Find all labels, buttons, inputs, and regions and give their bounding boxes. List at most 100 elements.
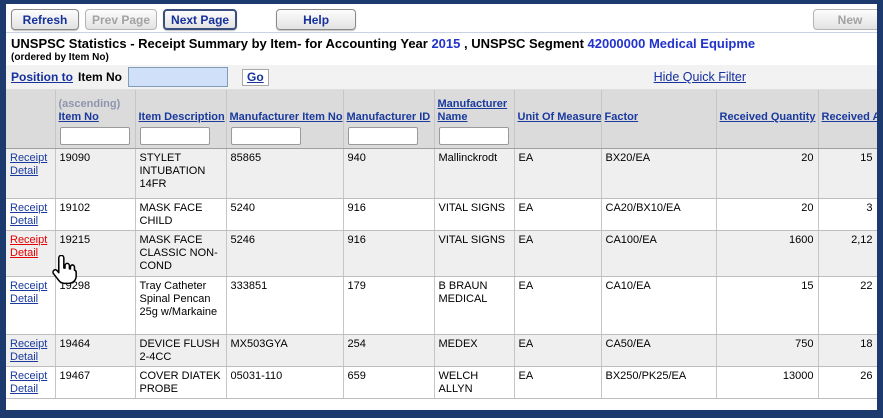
cell-uom: EA [514,334,602,367]
title-accounting-year: 2015 [431,36,461,51]
cell-mfr_id: 916 [343,198,435,231]
cell-mfr_item_no: 05031-110 [226,366,344,399]
cell-received_qty: 20 [716,148,819,199]
cell-uom: EA [514,276,602,335]
receipt-detail-link[interactable]: Receipt Detail [10,152,48,177]
filter-cell-item_no [55,126,136,149]
column-header-link-mfr_id[interactable]: Manufacturer ID [346,111,431,123]
column-header-mfr_name: Manufacturer Name [434,90,515,126]
filter-cell-received_qty [716,126,819,149]
cell-item_no: 19090 [55,148,136,199]
cell-mfr_id: 254 [343,334,435,367]
cell-uom: EA [514,366,602,399]
cell-received_amt: 15 [818,148,877,199]
position-field-label: Item No [78,70,123,84]
cell-detail-link: Receipt Detail [6,334,56,367]
header-row: (ascending) Item No Item Description Manufa… [6,90,877,126]
filter-cell-mfr_item_no [226,126,344,149]
position-to-link[interactable]: Position to [11,70,73,84]
go-button[interactable]: Go [242,68,269,86]
title-block: UNSPSC Statistics - Receipt Summary by I… [6,33,877,65]
refresh-button[interactable]: Refresh [11,9,79,30]
next-page-button[interactable]: Next Page [163,9,238,30]
cell-mfr_id: 940 [343,148,435,199]
receipt-detail-link[interactable]: Receipt Detail [10,234,48,259]
cell-mfr_id: 659 [343,366,435,399]
table-row: Receipt Detail 19102 MASK FACE CHILD 5240 91… [6,198,877,231]
cell-uom: EA [514,198,602,231]
column-header-blank [6,90,56,126]
cell-factor: CA100/EA [601,230,717,277]
column-header-mfr_id: Manufacturer ID [343,90,435,126]
column-header-link-factor[interactable]: Factor [604,111,639,123]
hide-quick-filter-link[interactable]: Hide Quick Filter [653,70,746,84]
column-header-mfr_item_no: Manufacturer Item No [226,90,344,126]
filter-cell-detail [6,126,56,149]
filter-input-description[interactable] [139,127,210,145]
receipt-detail-link[interactable]: Receipt Detail [10,370,48,395]
cell-factor: CA20/BX10/EA [601,198,717,231]
cell-mfr_item_no: 333851 [226,276,344,335]
cell-mfr_name: VITAL SIGNS [434,230,515,277]
cell-item_no: 19467 [55,366,136,399]
cell-description: MASK FACE CLASSIC NON-COND [135,230,227,277]
cell-factor: CA50/EA [601,334,717,367]
filter-input-mfr_item_no[interactable] [230,127,301,145]
cell-uom: EA [514,230,602,277]
table-row: Receipt Detail 19467 COVER DIATEK PROBE 050… [6,366,877,399]
cell-received_amt: 26 [818,366,877,399]
title-text: UNSPSC Statistics - Receipt Summary by I… [11,36,432,51]
cell-factor: CA10/EA [601,276,717,335]
cell-factor: BX20/EA [601,148,717,199]
cell-factor: BX250/PK25/EA [601,366,717,399]
cell-detail-link: Receipt Detail [6,148,56,199]
receipt-detail-link[interactable]: Receipt Detail [10,338,48,363]
cell-mfr_name: Mallinckrodt [434,148,515,199]
column-header-received_amt: Received A [818,90,877,126]
results-table: (ascending) Item No Item Description Manufa… [6,90,877,399]
cell-received_qty: 750 [716,334,819,367]
column-header-link-uom[interactable]: Unit Of Measure [517,111,601,123]
receipt-detail-link[interactable]: Receipt Detail [10,280,48,305]
table-row: Receipt Detail 19215 MASK FACE CLASSIC NON… [6,230,877,277]
filter-input-mfr_name[interactable] [438,127,509,145]
cell-description: Tray Catheter Spinal Pencan 25g w/Markai… [135,276,227,335]
cell-received_qty: 20 [716,198,819,231]
cell-mfr_item_no: MX503GYA [226,334,344,367]
table-row: Receipt Detail 19298 Tray Catheter Spinal … [6,276,877,335]
cell-mfr_id: 916 [343,230,435,277]
table-row: Receipt Detail 19090 STYLET INTUBATION 14F… [6,148,877,199]
cell-uom: EA [514,148,602,199]
order-note: (ordered by Item No) [11,52,109,63]
cell-item_no: 19102 [55,198,136,231]
filter-input-item_no[interactable] [59,127,130,145]
column-header-received_qty: Received Quantity [716,90,819,126]
column-header-link-item_no[interactable]: Item No [58,111,99,123]
cell-received_amt: 3 [818,198,877,231]
page-title: UNSPSC Statistics - Receipt Summary by I… [11,36,872,51]
column-header-description: Item Description [135,90,227,126]
cell-detail-link: Receipt Detail [6,198,56,231]
filter-input-mfr_id[interactable] [347,127,418,145]
position-bar: Position to Item No Go Hide Quick Filter [6,65,877,90]
column-header-link-received_qty[interactable]: Received Quantity [719,111,816,123]
cell-mfr_item_no: 5240 [226,198,344,231]
filter-cell-factor [601,126,717,149]
cell-detail-link: Receipt Detail [6,366,56,399]
filter-cell-description [135,126,227,149]
cell-received_amt: 22 [818,276,877,335]
position-input[interactable] [128,67,229,87]
filter-cell-uom [514,126,602,149]
cell-mfr_item_no: 5246 [226,230,344,277]
cell-detail-link: Receipt Detail [6,230,56,277]
column-header-uom: Unit Of Measure [514,90,602,126]
filter-cell-received_amt [818,126,877,149]
column-header-link-mfr_name[interactable]: Manufacturer Name [437,98,508,123]
cell-received_qty: 15 [716,276,819,335]
cell-received_amt: 2,12 [818,230,877,277]
receipt-detail-link[interactable]: Receipt Detail [10,202,48,227]
help-button[interactable]: Help [276,9,357,30]
column-header-link-mfr_item_no[interactable]: Manufacturer Item No [229,111,343,123]
column-header-link-received_amt[interactable]: Received A [821,111,877,123]
column-header-link-description[interactable]: Item Description [138,111,225,123]
